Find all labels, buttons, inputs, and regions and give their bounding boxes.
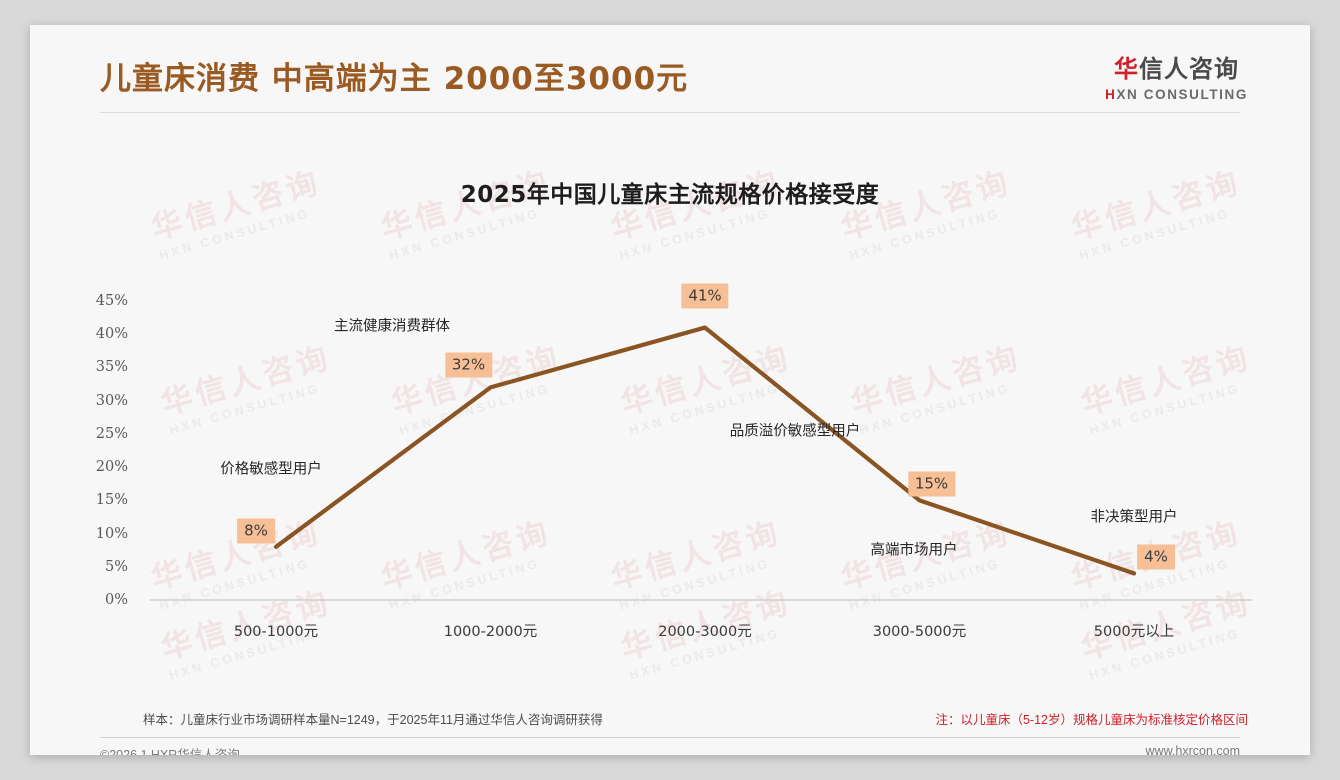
website-link[interactable]: www.hxrcon.com — [1145, 744, 1240, 755]
data-point-label: 15% — [907, 471, 956, 497]
data-point-label: 41% — [681, 283, 729, 309]
y-axis-tick-label: 5% — [104, 558, 128, 575]
chart-annotation: 价格敏感型用户 — [220, 461, 322, 478]
chart-title: 2025年中国儿童床主流规格价格接受度 — [460, 182, 880, 208]
watermark-cn: 华信人咨询 — [847, 339, 1026, 422]
chart-annotation: 主流健康消费群体 — [334, 318, 450, 335]
y-axis-tick-label: 0% — [104, 592, 128, 608]
slide-header: 儿童床消费 中高端为主 2000至3000元 华信人咨询 HXN CONSULT… — [30, 25, 1310, 120]
x-axis-tick-label: 3000-5000元 — [872, 624, 967, 640]
y-axis-tick-label: 15% — [95, 492, 128, 509]
watermark-en: HXN CONSULTING — [387, 206, 542, 263]
y-axis-tick-label: 45% — [95, 293, 128, 309]
data-point-label: 8% — [237, 518, 275, 544]
watermark-en: HXN CONSULTING — [1077, 206, 1232, 263]
watermark-en: HXN CONSULTING — [157, 206, 312, 263]
watermark-en: HXN CONSULTING — [847, 556, 1002, 613]
watermark-en: HXN CONSULTING — [847, 206, 1002, 263]
logo-english-text: HXN CONSULTING — [1105, 88, 1248, 102]
page-title: 儿童床消费 中高端为主 2000至3000元 — [100, 61, 689, 97]
brand-logo: 华信人咨询 HXN CONSULTING — [1105, 57, 1248, 102]
watermark-cn: 华信人咨询 — [377, 514, 556, 597]
chart-annotation: 高端市场用户 — [870, 542, 958, 559]
watermark-cn: 华信人咨询 — [617, 339, 796, 422]
series-line — [273, 325, 1137, 576]
data-point-label: 4% — [1137, 544, 1175, 570]
watermark-en: HXN CONSULTING — [387, 556, 542, 613]
logo-en-rest: XN CONSULTING — [1116, 87, 1248, 102]
y-axis-tick-label: 30% — [95, 392, 128, 409]
x-axis-tick-label: 2000-3000元 — [658, 624, 752, 640]
chart-annotation: 非决策型用户 — [1090, 509, 1178, 526]
watermark-cn: 华信人咨询 — [157, 339, 336, 422]
logo-chinese-text: 华信人咨询 — [1105, 57, 1248, 81]
copyright-text: ©2026.1 HXR华信人咨询 — [100, 748, 240, 755]
y-axis-tick-label: 35% — [95, 359, 128, 376]
slide-canvas: 华信人咨询 HXN CONSULTING 华信人咨询 HXN CONSULTING 华信… — [30, 25, 1310, 755]
logo-en-accent-char: H — [1105, 87, 1117, 102]
watermark-en: HXN CONSULTING — [1087, 381, 1242, 438]
watermark-en: HXN CONSULTING — [157, 556, 312, 613]
logo-cn-rest: 信人咨询 — [1139, 55, 1240, 83]
watermark-en: HXN CONSULTING — [167, 381, 322, 438]
chart-plot-area — [150, 325, 1252, 601]
data-point-label: 32% — [444, 352, 493, 378]
x-axis-tick-label: 500-1000元 — [233, 624, 319, 640]
notes-row: 样本：儿童床行业市场调研样本量N=1249，于2025年11月通过华信人咨询调研… — [30, 709, 1310, 731]
y-axis-tick-label: 10% — [95, 525, 128, 542]
watermark-cn: 华信人咨询 — [607, 514, 786, 597]
watermark-en: HXN CONSULTING — [617, 206, 772, 263]
slide-footer: ©2026.1 HXR华信人咨询 www.hxrcon.com — [30, 744, 1310, 755]
y-axis-tick-label: 20% — [95, 459, 128, 476]
watermark-en: HXN CONSULTING — [397, 381, 552, 438]
watermark-en: HXN CONSULTING — [617, 556, 772, 613]
watermark-cn: 华信人咨询 — [1077, 339, 1256, 422]
watermark-en: HXN CONSULTING — [857, 381, 1012, 438]
red-note: 注：以儿童床（5-12岁）规格儿童床为标准核定价格区间 — [935, 713, 1248, 727]
y-axis-tick-label: 25% — [95, 425, 128, 442]
sample-note: 样本：儿童床行业市场调研样本量N=1249，于2025年11月通过华信人咨询调研… — [143, 713, 603, 727]
header-divider — [100, 112, 1240, 113]
x-axis-tick-label: 1000-2000元 — [443, 624, 538, 640]
chart-annotation: 品质溢价敏感型用户 — [729, 423, 861, 440]
x-axis-tick-label: 5000元以上 — [1093, 624, 1175, 640]
logo-cn-accent-char: 华 — [1114, 55, 1140, 83]
footer-divider — [100, 737, 1240, 738]
y-axis-tick-label: 40% — [95, 326, 128, 343]
watermark-cn: 华信人咨询 — [147, 514, 326, 597]
watermark-layer: 华信人咨询 HXN CONSULTING 华信人咨询 HXN CONSULTING 华信… — [30, 25, 1310, 755]
